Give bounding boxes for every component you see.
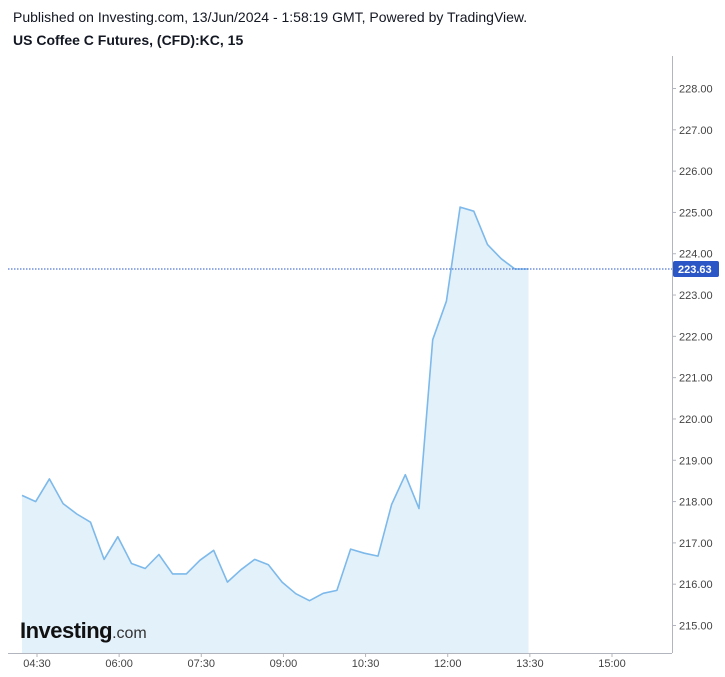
logo-suffix: .com (112, 625, 147, 642)
price-tick-label: 216.00 (679, 579, 713, 591)
price-line (21, 206, 529, 602)
time-tick-label: 10:30 (352, 658, 380, 670)
price-tick-label: 219.00 (679, 455, 713, 467)
chart-title: US Coffee C Futures, (CFD):KC, 15 (13, 32, 244, 48)
time-tick-label: 06:00 (105, 658, 133, 670)
last-price-label: 223.63 (678, 264, 712, 276)
time-tick-label: 12:00 (434, 658, 462, 670)
time-tick-label: 13:30 (516, 658, 544, 670)
time-tick-label: 15:00 (598, 658, 626, 670)
price-tick-label: 227.00 (679, 125, 713, 137)
publication-note: Published on Investing.com, 13/Jun/2024 … (13, 9, 528, 25)
price-tick-label: 225.00 (679, 207, 713, 219)
time-tick-label: 04:30 (23, 658, 51, 670)
price-tick-label: 223.00 (679, 290, 713, 302)
price-area-fill (22, 207, 529, 653)
price-tick-label: 226.00 (679, 166, 713, 178)
price-tick-label: 218.00 (679, 497, 713, 509)
logo-brand: Investing (20, 618, 113, 643)
price-tick-label: 217.00 (679, 538, 713, 550)
price-tick-label: 224.00 (679, 249, 713, 261)
price-tick-label: 221.00 (679, 373, 713, 385)
price-tick-label: 215.00 (679, 621, 713, 633)
time-tick-label: 07:30 (188, 658, 216, 670)
time-tick-label: 09:00 (270, 658, 298, 670)
price-tick-label: 222.00 (679, 331, 713, 343)
time-axis: 04:30 06:00 07:30 09:00 10:30 12:00 13:30 15:00 (8, 653, 672, 670)
price-tick-label: 220.00 (679, 414, 713, 426)
plot-area (8, 206, 672, 653)
last-price-badge (673, 261, 719, 278)
price-axis: 223.63 215.00 216.00 217.00 218.00 219.00 220.… (672, 56, 719, 653)
investing-logo: Investing.com (20, 618, 147, 644)
price-tick-label: 228.00 (679, 84, 713, 96)
